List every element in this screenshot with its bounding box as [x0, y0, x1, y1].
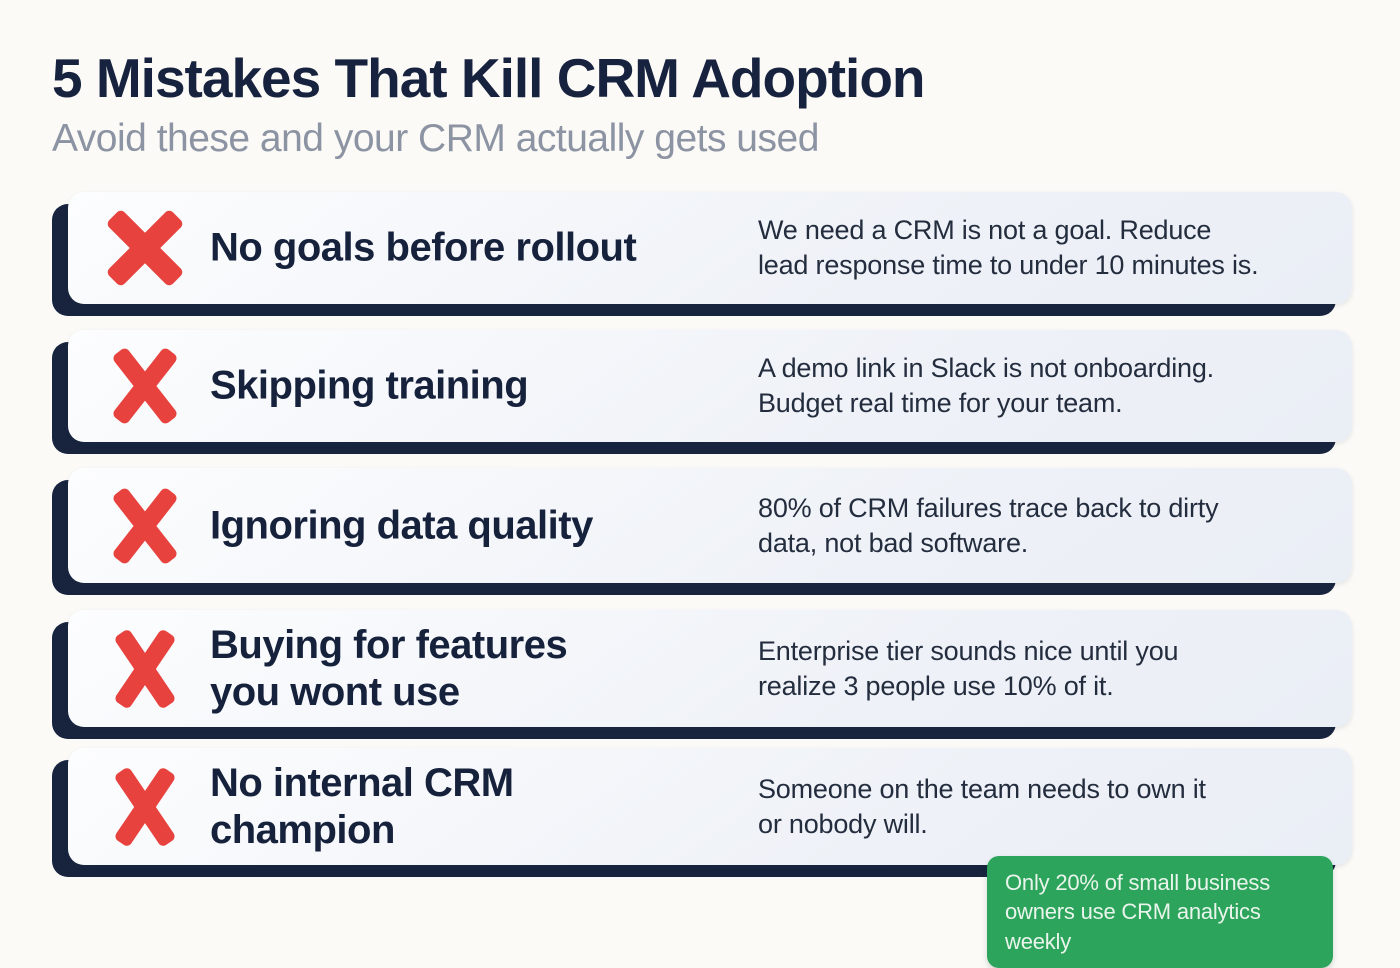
stat-badge-text: Only 20% of small business owners use CR…	[1005, 870, 1271, 954]
mistake-title: No internal CRM champion	[210, 760, 514, 852]
x-cross-icon	[100, 624, 190, 714]
mistake-card-4: Buying for features you wont use Enterpr…	[68, 610, 1352, 727]
mistake-title: Buying for features you wont use	[210, 622, 568, 714]
mistake-card-2: Skipping training A demo link in Slack i…	[68, 330, 1352, 442]
x-cross-icon	[100, 341, 190, 431]
mistake-description: A demo link in Slack is not onboarding. …	[758, 352, 1214, 418]
mistake-card-3: Ignoring data quality 80% of CRM failure…	[68, 468, 1352, 583]
infographic-canvas: 5 Mistakes That Kill CRM Adoption Avoid …	[52, 47, 1352, 968]
x-cross-icon	[100, 203, 190, 293]
x-cross-icon	[100, 481, 190, 571]
mistake-description: Someone on the team needs to own it or n…	[758, 773, 1206, 839]
stat-badge: Only 20% of small business owners use CR…	[987, 856, 1333, 968]
page-subtitle: Avoid these and your CRM actually gets u…	[52, 116, 819, 160]
mistake-title: No goals before rollout	[210, 225, 637, 270]
x-cross-icon	[100, 762, 190, 852]
mistake-description: Enterprise tier sounds nice until you re…	[758, 635, 1179, 701]
header: 5 Mistakes That Kill CRM Adoption Avoid …	[52, 48, 1352, 161]
mistake-description: We need a CRM is not a goal. Reduce lead…	[758, 214, 1259, 280]
mistake-title: Ignoring data quality	[210, 502, 593, 547]
mistake-title: Skipping training	[210, 363, 529, 408]
page-title: 5 Mistakes That Kill CRM Adoption	[52, 47, 926, 109]
mistake-card-5: No internal CRM champion Someone on the …	[68, 748, 1352, 865]
mistake-description: 80% of CRM failures trace back to dirty …	[758, 492, 1219, 558]
mistake-card-1: No goals before rollout We need a CRM is…	[68, 192, 1352, 304]
